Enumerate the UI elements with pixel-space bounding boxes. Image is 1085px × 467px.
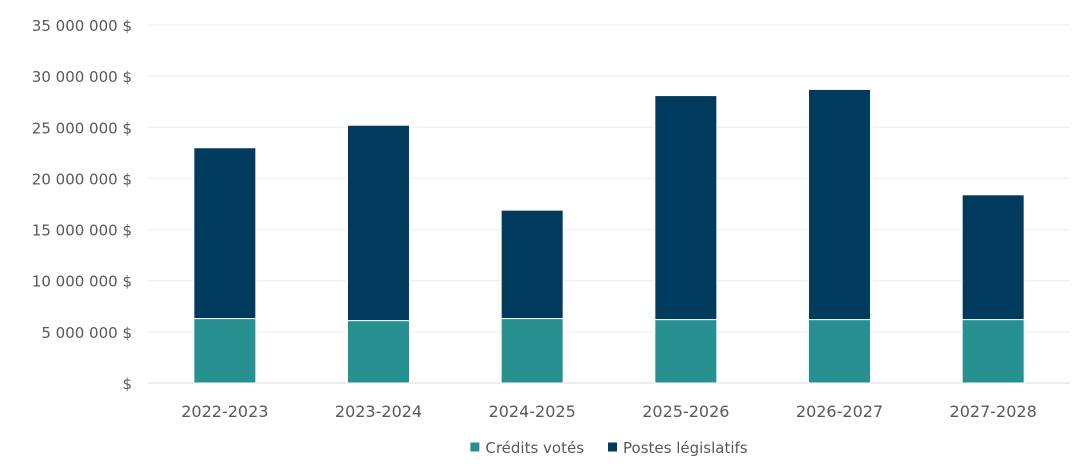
- bar-segment-postes-legislatifs-2024-2025: [500, 209, 564, 320]
- legend-label: Postes législatifs: [623, 439, 748, 457]
- legend-swatch-postes-legislatifs: [608, 442, 618, 452]
- y-tick-label: 35 000 000 $: [32, 17, 132, 35]
- y-tick-label: 5 000 000 $: [41, 324, 132, 342]
- y-tick-label: 25 000 000 $: [32, 119, 132, 137]
- legend-swatch-credits-votes: [470, 442, 480, 452]
- bar-segment-postes-legislatifs-2026-2027: [808, 88, 871, 321]
- bar-segment-postes-legislatifs-2022-2023: [193, 147, 257, 320]
- legend: Crédits votés Postes législatifs: [470, 439, 748, 457]
- bars: [193, 88, 1025, 384]
- bar-segment-postes-legislatifs-2025-2026: [654, 95, 718, 321]
- y-tick-label: $: [122, 375, 132, 393]
- bar-segment-credits-votes-2022-2023: [193, 318, 257, 384]
- x-tick-label: 2024-2025: [489, 402, 576, 421]
- bar-segment-postes-legislatifs-2023-2024: [347, 124, 410, 322]
- bar-segment-credits-votes-2024-2025: [500, 318, 564, 384]
- x-tick-label: 2027-2028: [950, 402, 1037, 421]
- y-tick-label: 20 000 000 $: [32, 170, 132, 188]
- x-tick-label: 2026-2027: [796, 402, 883, 421]
- x-tick-label: 2023-2024: [335, 402, 422, 421]
- bar-segment-credits-votes-2025-2026: [654, 319, 718, 384]
- y-tick-label: 15 000 000 $: [32, 222, 132, 240]
- x-tick-label: 2025-2026: [642, 402, 729, 421]
- bar-segment-credits-votes-2023-2024: [347, 320, 410, 384]
- legend-label: Crédits votés: [485, 439, 584, 457]
- gridlines: [148, 24, 1070, 384]
- x-axis-tick-labels: 2022-2023 2023-2024 2024-2025 2025-2026 2026…: [181, 402, 1037, 421]
- bar-segment-credits-votes-2026-2027: [808, 319, 871, 384]
- y-axis-tick-labels: $5 000 000 $ 10 000 000 $ 15 000 000 $ 20 0…: [32, 17, 132, 393]
- bar-segment-credits-votes-2027-2028: [961, 319, 1025, 384]
- x-tick-label: 2022-2023: [181, 402, 268, 421]
- y-tick-label: 10 000 000 $: [32, 273, 132, 291]
- y-tick-label: 30 000 000 $: [32, 68, 132, 86]
- bar-segment-postes-legislatifs-2027-2028: [961, 194, 1025, 321]
